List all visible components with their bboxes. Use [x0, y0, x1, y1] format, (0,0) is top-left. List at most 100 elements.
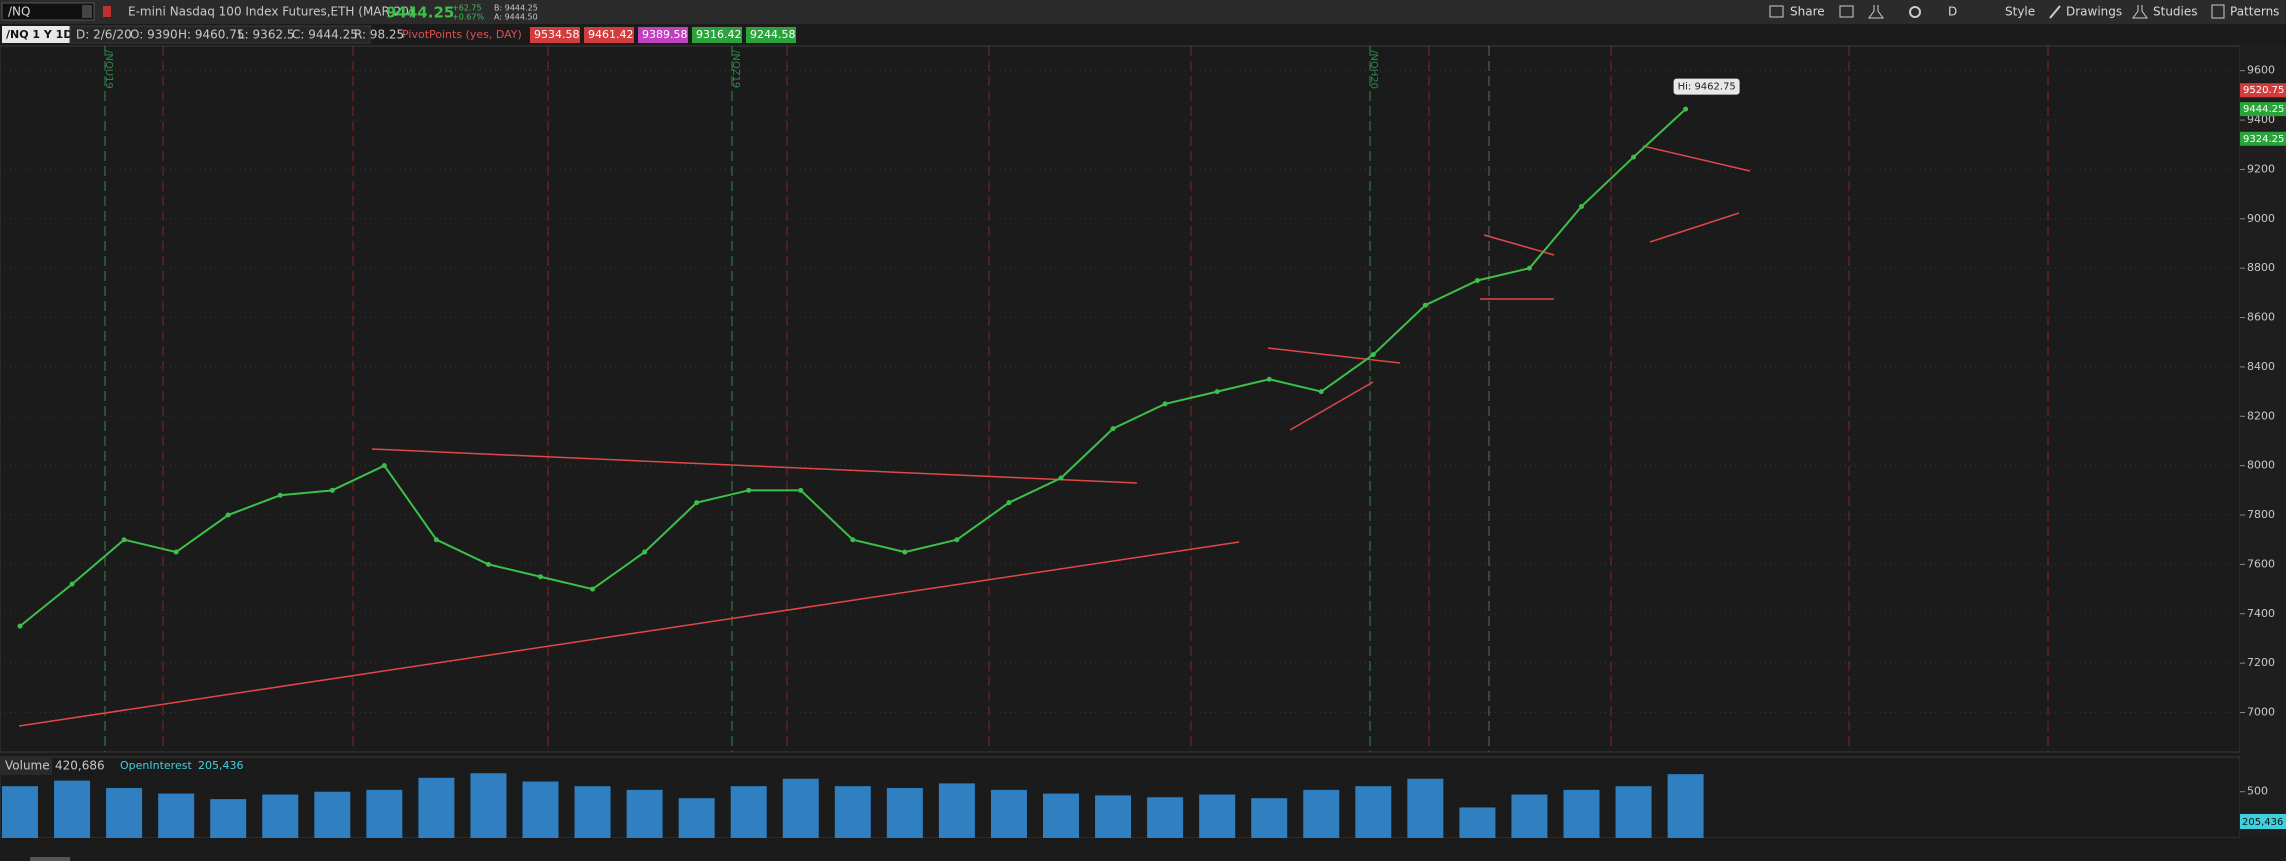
period-button[interactable]: D	[1948, 5, 1957, 19]
symbol-dropdown[interactable]	[82, 5, 92, 18]
price-point	[17, 623, 23, 629]
volume-bar	[938, 783, 975, 838]
link-icon[interactable]	[103, 6, 111, 17]
price-point	[954, 537, 960, 543]
chart-label: /NQ 1 Y 1D	[6, 28, 72, 41]
symbol: /NQ	[8, 5, 30, 19]
volume-bar	[1407, 778, 1444, 838]
pivot-values: 9534.58 9461.42 9389.58 9316.42 9244.58	[530, 27, 796, 43]
y-tick-label: 9000	[2247, 212, 2275, 225]
y-tick-label: 8000	[2247, 459, 2275, 472]
pivot-value: 9244.58	[750, 28, 796, 41]
volume-bar	[782, 778, 819, 838]
pivot-box	[530, 27, 580, 43]
ask: A: 9444.50	[494, 13, 538, 22]
oi-tag	[2240, 814, 2286, 829]
flask-icon[interactable]	[1868, 5, 1884, 19]
pivot-box	[692, 27, 742, 43]
patterns-icon[interactable]	[2211, 4, 2225, 19]
price-point	[538, 574, 543, 580]
volume-value: 420,686	[55, 759, 105, 773]
y-tick-label: 9600	[2247, 64, 2275, 77]
screenshot-icon[interactable]	[1839, 5, 1854, 18]
share-button[interactable]: Share	[1790, 5, 1825, 19]
y-tick-label: 7400	[2247, 607, 2275, 620]
pivot-box	[746, 27, 796, 43]
pct-change: +0.67%	[452, 13, 485, 22]
y-tick-label: 9200	[2247, 162, 2275, 175]
range: R: 98.25	[354, 28, 404, 42]
studies-icon[interactable]	[2132, 5, 2148, 19]
y-tick-label: 7800	[2247, 508, 2275, 521]
ohlc-box	[69, 25, 371, 44]
price-point	[1214, 389, 1220, 395]
price-point	[1579, 203, 1584, 209]
volume-label-box	[0, 757, 52, 775]
y-tick-label: 8800	[2247, 261, 2275, 274]
price-point	[381, 463, 387, 469]
expiration-labels: /NQU19/NQZ19/NQH20	[103, 50, 1379, 89]
price-panel	[0, 45, 2241, 753]
price-point	[798, 487, 804, 493]
y-tick-label: 500	[2247, 785, 2268, 798]
price-point	[1422, 302, 1428, 308]
price-point	[1318, 389, 1324, 395]
price-point	[850, 537, 856, 543]
price-point	[329, 487, 335, 493]
price-point	[1110, 426, 1116, 432]
volume-bar	[262, 794, 299, 838]
oi-value: 205,436	[198, 759, 244, 772]
volume-bar	[1563, 789, 1600, 838]
style-button[interactable]: Style	[2005, 5, 2035, 19]
volume-bar	[1199, 794, 1236, 838]
y-tick-label: 8600	[2247, 311, 2275, 324]
y-tick-label: 7600	[2247, 557, 2275, 570]
price-point	[69, 581, 75, 587]
price-point	[902, 549, 908, 555]
expiration-label: /NQU19	[103, 50, 114, 89]
settings-icon[interactable]	[1909, 6, 1921, 18]
price-point	[642, 549, 648, 555]
price-point	[590, 586, 596, 592]
drawings-button[interactable]: Drawings	[2066, 5, 2122, 19]
grid	[0, 70, 2245, 793]
volume-bar	[886, 788, 923, 838]
volume-bar	[314, 791, 351, 838]
pivot-label: PivotPoints (yes, DAY)	[402, 28, 522, 41]
volume-bar	[730, 786, 767, 838]
share-icon[interactable]	[1769, 5, 1784, 18]
patterns-button[interactable]: Patterns	[2230, 5, 2279, 19]
volume-bar	[54, 780, 91, 838]
scrollbar[interactable]	[30, 857, 70, 861]
drawings-icon[interactable]	[2049, 5, 2061, 19]
expiration-label: /NQZ19	[730, 50, 741, 88]
symbol-box[interactable]	[1, 2, 95, 21]
pivot-box	[584, 27, 634, 43]
price-tag-label: 9324.25	[2243, 134, 2284, 145]
price-point	[121, 537, 127, 543]
price-tag	[2240, 131, 2286, 146]
volume-bar	[1615, 786, 1652, 838]
volume-bar	[1511, 794, 1548, 838]
y-tick-label: 7200	[2247, 656, 2275, 669]
volume-bar	[522, 781, 559, 838]
volume-bar	[1095, 795, 1132, 838]
price-tag-label: 9520.75	[2243, 85, 2284, 96]
month-lines	[162, 46, 2049, 752]
studies-button[interactable]: Studies	[2153, 5, 2198, 19]
price-point	[694, 500, 700, 506]
toolbar	[0, 0, 2286, 24]
chart-label-box	[2, 26, 70, 43]
volume-bar	[990, 789, 1027, 838]
price-point	[1631, 154, 1637, 160]
price-point	[1162, 401, 1168, 407]
price-tag	[2240, 102, 2286, 117]
price-point	[1058, 475, 1064, 481]
oi-label: OpenInterest	[120, 759, 192, 772]
price-point	[1266, 376, 1272, 382]
date: D: 2/6/20	[76, 28, 132, 42]
volume-bar	[1355, 786, 1392, 838]
y-tick-label: 9400	[2247, 113, 2275, 126]
